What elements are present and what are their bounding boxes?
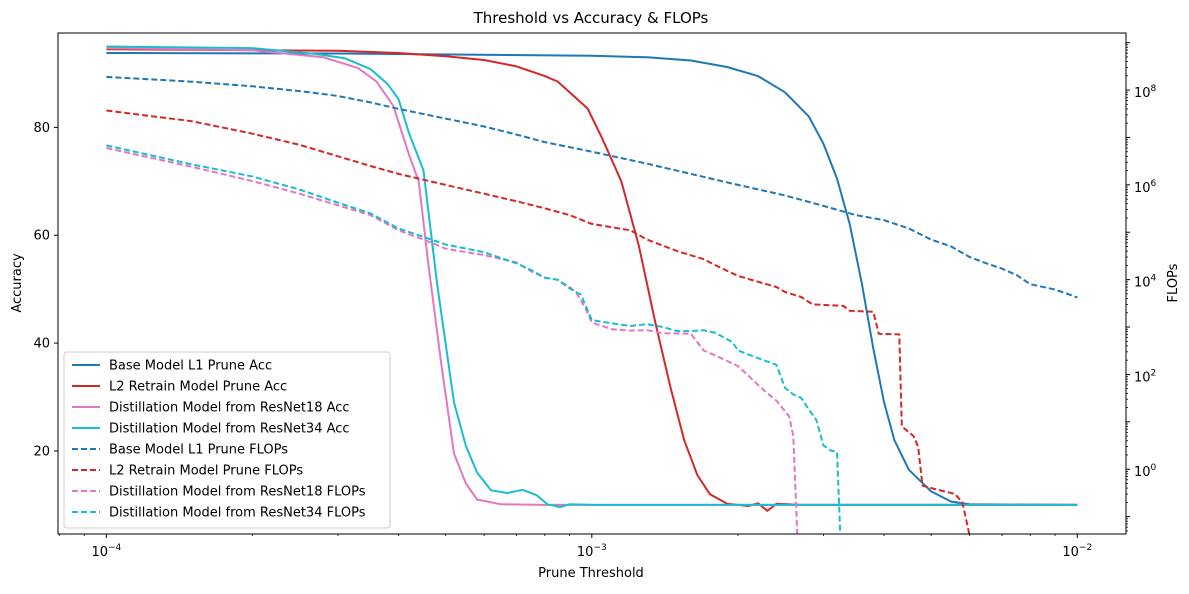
x-axis-ticks: 10−4 10−3 10−2 <box>58 534 1092 560</box>
y-axis-label: Accuracy <box>10 253 25 313</box>
y-axis-ticks: 20 40 60 80 <box>33 121 58 459</box>
y2-axis-label: FLOPs <box>1166 263 1181 302</box>
legend-label-l2-retrain-model-prune-acc: L2 Retrain Model Prune Acc <box>109 380 287 395</box>
x-tick-label: 10−2 <box>1062 543 1092 560</box>
series-line-distillation-model-from-resnet34-acc <box>106 45 1078 508</box>
legend-label-distillation-model-from-resnet18-flops: Distillation Model from ResNet18 FLOPs <box>109 485 366 500</box>
legend-box <box>63 351 391 529</box>
series-line-distillation-model-from-resnet18-flops <box>106 147 799 534</box>
x-tick-label: 10−3 <box>577 543 607 560</box>
legend-label-distillation-model-from-resnet34-flops: Distillation Model from ResNet34 FLOPs <box>109 506 366 521</box>
y2-tick-label: 106 <box>1134 179 1157 196</box>
y2-tick-label: 100 <box>1134 463 1157 480</box>
x-axis-label: Prune Threshold <box>538 566 644 581</box>
legend-label-base-model-l1-prune-flops: Base Model L1 Prune FLOPs <box>109 443 288 458</box>
y2-tick-label: 104 <box>1134 274 1157 291</box>
y2-tick-label: 108 <box>1134 84 1157 101</box>
series-line-distillation-model-from-resnet34-flops <box>106 144 842 534</box>
legend-label-l2-retrain-model-prune-flops: L2 Retrain Model Prune FLOPs <box>109 464 303 479</box>
legend: Base Model L1 Prune Acc L2 Retrain Model … <box>63 351 391 529</box>
y2-tick-label: 102 <box>1134 368 1156 385</box>
plot-lines <box>106 45 1078 534</box>
x-tick-label: 10−4 <box>91 543 121 560</box>
series-line-distillation-model-from-resnet18-acc <box>106 47 1078 506</box>
y-tick-label: 80 <box>33 121 50 136</box>
series-line-base-model-l1-prune-acc <box>106 52 1078 506</box>
series-line-l2-retrain-model-prune-flops <box>106 109 971 534</box>
series-line-l2-retrain-model-prune-acc <box>106 48 1078 512</box>
chart-title: Threshold vs Accuracy & FLOPs <box>473 9 709 27</box>
y-tick-label: 20 <box>33 444 50 459</box>
legend-label-distillation-model-from-resnet34-acc: Distillation Model from ResNet34 Acc <box>109 422 350 437</box>
legend-label-distillation-model-from-resnet18-acc: Distillation Model from ResNet18 Acc <box>109 401 350 416</box>
y2-axis-ticks: 100 102 104 106 108 <box>1126 42 1157 532</box>
y-tick-label: 60 <box>33 229 50 244</box>
y-tick-label: 40 <box>33 337 50 352</box>
series-line-base-model-l1-prune-flops <box>106 75 1078 299</box>
legend-label-base-model-l1-prune-acc: Base Model L1 Prune Acc <box>109 359 272 374</box>
